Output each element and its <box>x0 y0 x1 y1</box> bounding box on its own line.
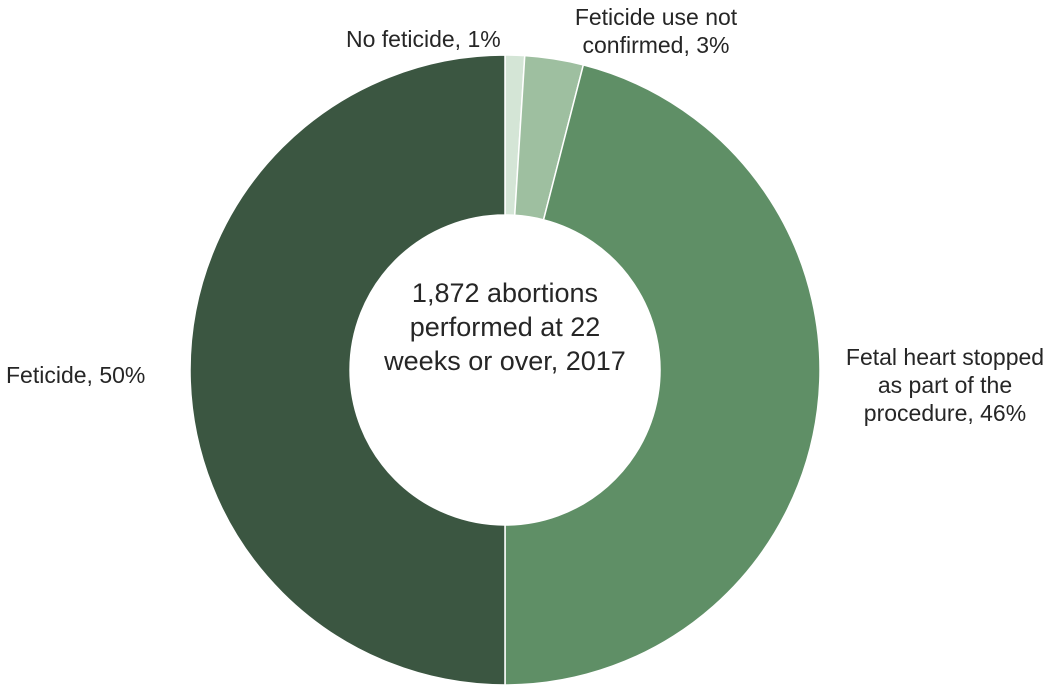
data-label-fetal-heart-stopped: Fetal heart stopped as part of the proce… <box>845 344 1045 426</box>
donut-slice-feticide <box>189 54 506 685</box>
data-label-no-feticide: No feticide, 1% <box>346 26 501 52</box>
data-label-feticide: Feticide, 50% <box>6 362 146 388</box>
donut-center-label: 1,872 abortions performed at 22 weeks or… <box>384 278 626 376</box>
data-label-feticide-use-not-confirmed: Feticide use not confirmed, 3% <box>574 4 738 58</box>
donut-slices <box>189 54 821 685</box>
donut-slice-fetal-heart-stopped-as-part-of-the-procedure <box>504 63 821 685</box>
